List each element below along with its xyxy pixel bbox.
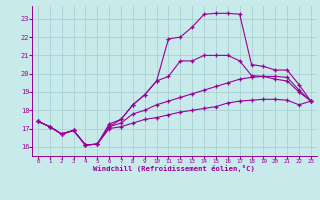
X-axis label: Windchill (Refroidissement éolien,°C): Windchill (Refroidissement éolien,°C) [93, 165, 255, 172]
